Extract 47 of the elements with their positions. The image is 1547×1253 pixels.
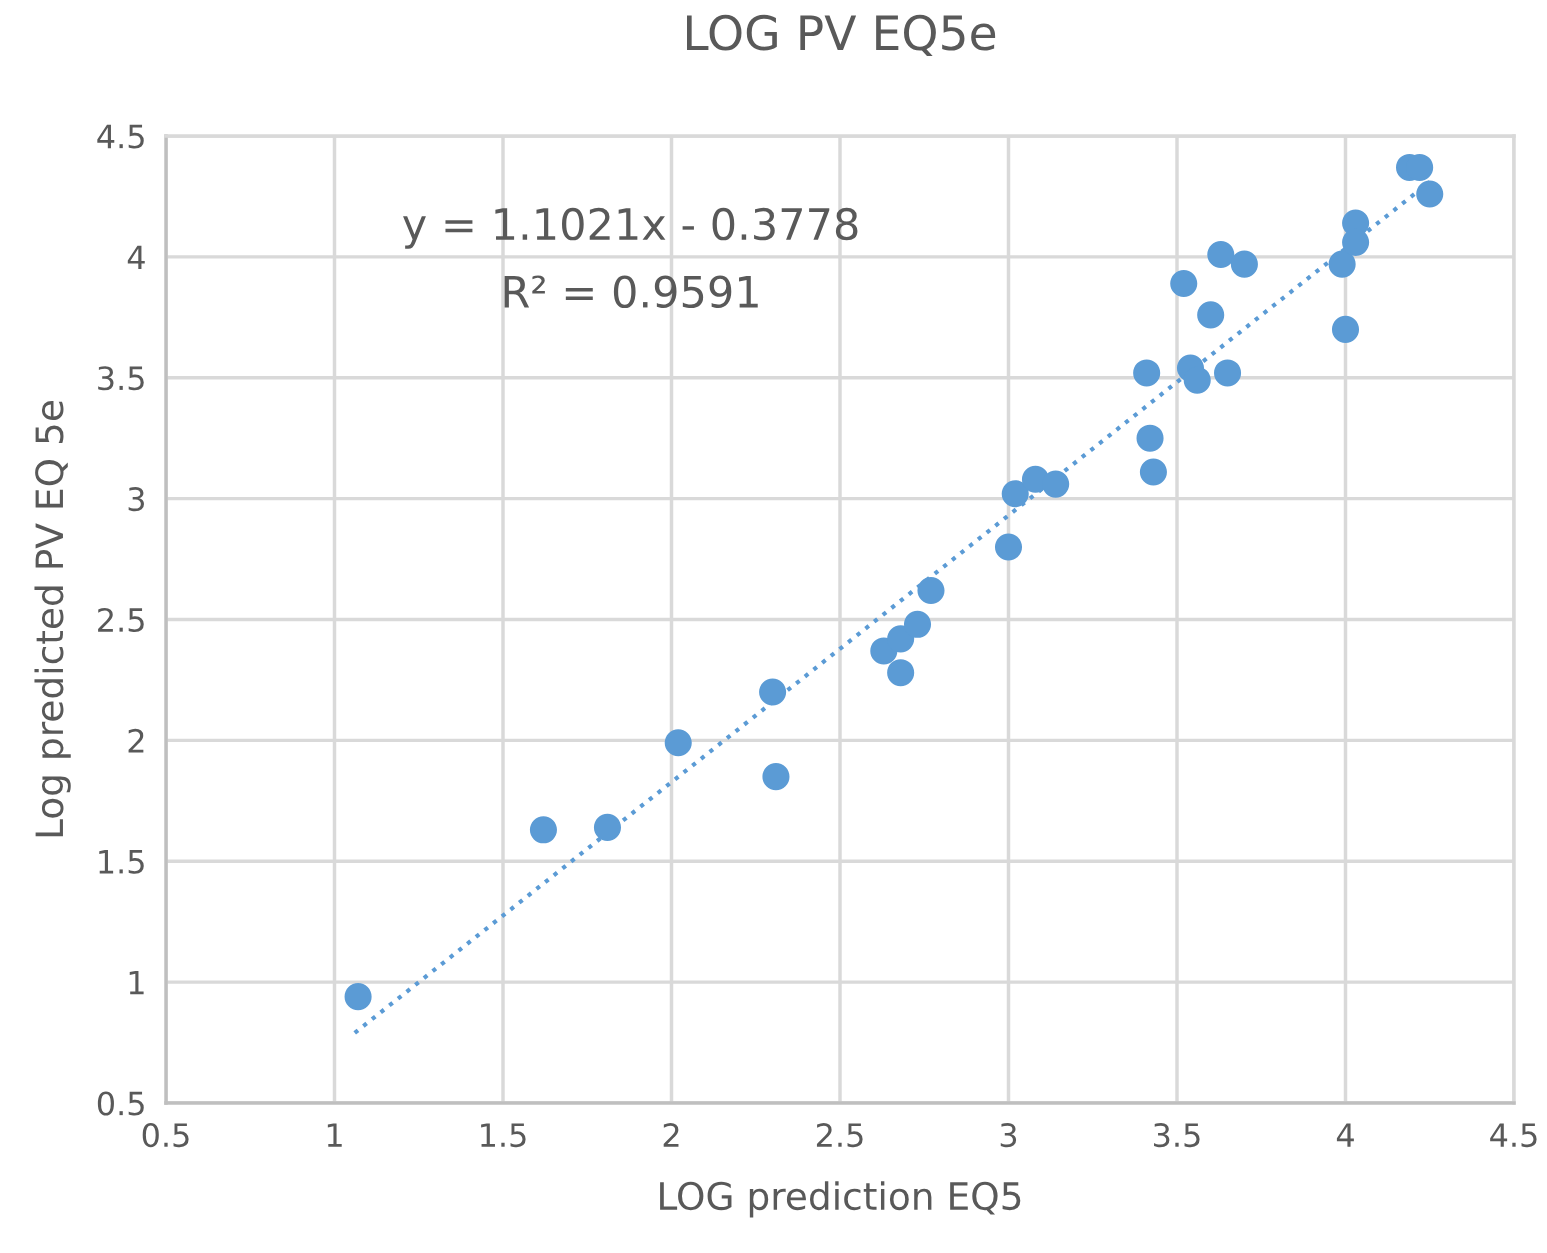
point xyxy=(1133,359,1161,387)
point xyxy=(1001,480,1029,508)
x-tick-label: 4 xyxy=(1336,1123,1354,1147)
point xyxy=(1139,458,1167,486)
x-axis-title: LOG prediction EQ5 xyxy=(660,1181,1021,1218)
point xyxy=(759,678,787,706)
point xyxy=(1136,424,1164,452)
point xyxy=(887,659,915,687)
y-tick-label: 4 xyxy=(127,245,145,270)
point xyxy=(1207,240,1235,268)
point xyxy=(1170,269,1198,298)
y-tick-label: 1.5 xyxy=(99,850,144,874)
point xyxy=(1214,359,1242,387)
x-tick-label: 1.5 xyxy=(481,1123,526,1148)
y-tick-label: 3.5 xyxy=(98,366,144,391)
y-tick-label: 1 xyxy=(129,970,144,995)
y-axis-title: Log predicted PV EQ 5e xyxy=(34,401,71,837)
x-tick-label: 2 xyxy=(663,1123,679,1147)
point xyxy=(903,610,932,638)
point xyxy=(344,983,372,1011)
x-tick-label: 1 xyxy=(327,1123,342,1147)
annotation: y = 1.1021x - 0.3778 xyxy=(403,207,858,249)
chart-title: LOG PV EQ5e xyxy=(687,14,996,56)
point xyxy=(1328,250,1356,278)
point xyxy=(1416,180,1444,208)
x-tick-label: 3 xyxy=(1000,1123,1017,1148)
y-tick-label: 0.5 xyxy=(97,1091,144,1116)
y-tick-label: 3 xyxy=(128,487,144,512)
point xyxy=(593,813,622,841)
x-tick-label: 3.5 xyxy=(1154,1123,1200,1148)
y-tick-label: 2 xyxy=(128,728,144,753)
point xyxy=(1230,250,1258,278)
y-tick-label: 4.5 xyxy=(97,124,144,149)
y-tick-label: 2.5 xyxy=(98,607,144,633)
point xyxy=(762,763,790,791)
point xyxy=(994,533,1023,561)
point xyxy=(1042,470,1070,498)
point xyxy=(1183,366,1211,394)
point xyxy=(1331,315,1360,343)
point xyxy=(1197,301,1225,329)
point xyxy=(917,576,945,605)
annotation: R² = 0.9591 xyxy=(504,275,758,309)
point xyxy=(664,729,692,757)
x-tick-label: 4.5 xyxy=(1490,1123,1537,1148)
point xyxy=(529,816,557,844)
point xyxy=(887,625,915,653)
x-tick-label: 2.5 xyxy=(816,1123,863,1148)
